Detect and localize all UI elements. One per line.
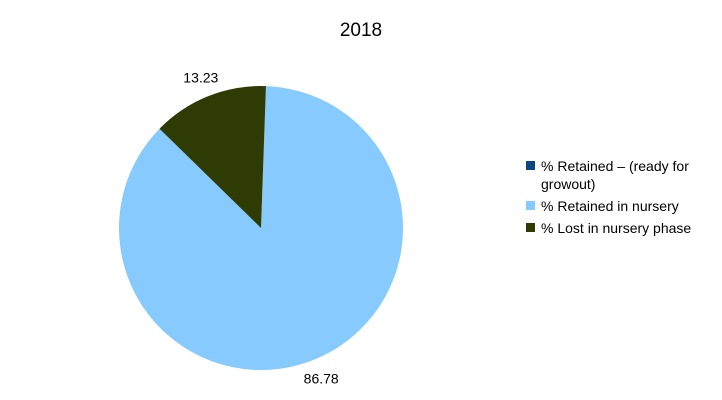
- legend-label-lost-nursery: % Lost in nursery phase: [541, 220, 692, 236]
- pie-slice-1: [118, 86, 403, 371]
- legend-label-retained-nursery: % Retained in nursery: [541, 198, 679, 214]
- legend-item-lost-nursery: % Lost in nursery phase: [526, 219, 722, 237]
- legend-swatch-lost-nursery: [526, 223, 535, 232]
- pie-slice-2: [159, 86, 266, 228]
- pie-slices: [118, 86, 403, 371]
- chart-title: 2018: [339, 20, 383, 41]
- pie-data-label-2: 13.23: [183, 70, 218, 86]
- legend-item-retained-nursery: % Retained in nursery: [526, 197, 722, 215]
- pie-data-label-1: 86.78: [304, 370, 339, 386]
- legend-label-retained-ready: % Retained – (ready for growout): [541, 158, 689, 192]
- pie-data-labels: 86.78 13.23: [183, 70, 339, 387]
- legend-swatch-retained-nursery: [526, 201, 535, 210]
- legend-swatch-retained-ready: [526, 161, 535, 170]
- legend-item-retained-ready: % Retained – (ready for growout): [526, 157, 722, 193]
- legend: % Retained – (ready for growout) % Retai…: [526, 157, 722, 241]
